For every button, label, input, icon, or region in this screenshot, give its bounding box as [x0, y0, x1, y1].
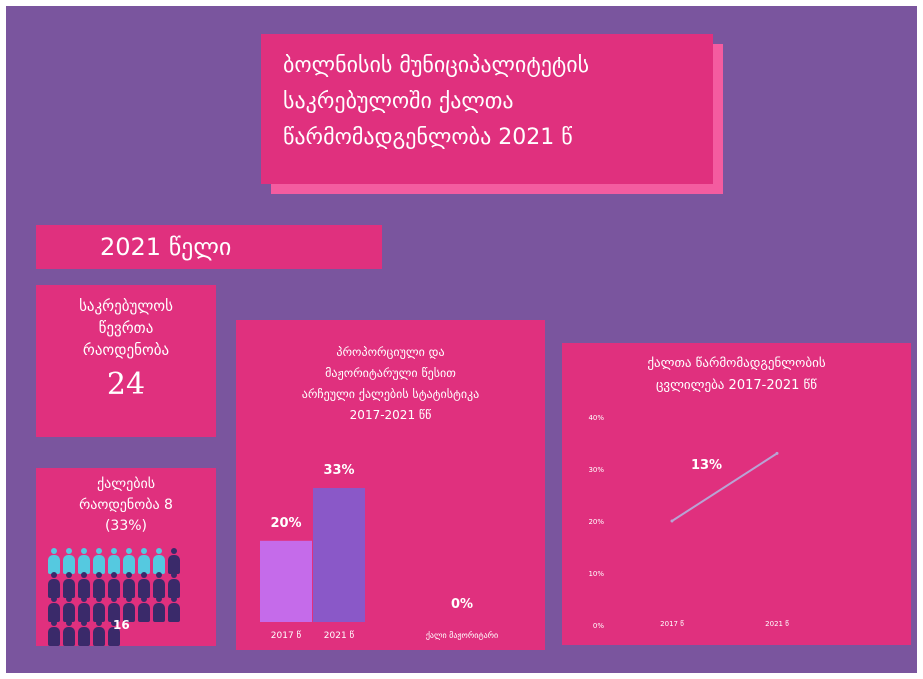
line-chart-panel: ქალთა წარმომადგენლობის ცვლილება 2017-202… — [562, 343, 911, 645]
y-tick-label-0: 0% — [593, 622, 604, 630]
series-line — [671, 452, 778, 522]
y-tick-label-4: 40% — [588, 414, 604, 422]
man-icon — [93, 620, 105, 646]
man-icon — [123, 596, 135, 622]
line-chart-title-line-2: ცვლილება 2017-2021 წწ — [655, 378, 817, 393]
page-title: ბოლნისის მუნიციპალიტეტის საკრებულოში ქალ… — [261, 34, 713, 184]
woman-icon — [123, 548, 135, 574]
bar-chart-title-line-2: მაჟორიტარული წესით — [325, 366, 456, 380]
members-label-line-3: რაოდენობა — [82, 341, 170, 359]
members-count: 24 — [106, 367, 146, 402]
man-icon — [123, 572, 135, 598]
man-icon — [78, 596, 90, 622]
bar-value-label-1: 33% — [323, 463, 354, 478]
man-icon — [168, 548, 180, 574]
man-icon — [48, 620, 60, 646]
man-icon — [78, 620, 90, 646]
line-chart-title: ქალთა წარმომადგენლობის ცვლილება 2017-202… — [562, 353, 911, 397]
man-icon — [153, 596, 165, 622]
y-tick-label-1: 10% — [588, 570, 604, 578]
man-icon — [168, 596, 180, 622]
members-label-line-1: საკრებულოს — [79, 297, 173, 315]
women-label-line-1: ქალების — [96, 476, 156, 492]
men-count: 16 — [113, 618, 130, 632]
x-tick-label-0: 2017 წ — [660, 620, 684, 628]
line-chart-title-line-1: ქალთა წარმომადგენლობის — [647, 356, 826, 371]
bar-value-label-2: 0% — [451, 597, 473, 612]
woman-icon — [93, 548, 105, 574]
woman-icon — [48, 548, 60, 574]
x-tick-label-1: 2021 წ — [765, 620, 789, 628]
bar-0 — [260, 540, 312, 622]
woman-icon — [63, 548, 75, 574]
man-icon — [138, 596, 150, 622]
man-icon — [153, 572, 165, 598]
bar-chart: 20% 2017 წ 33% 2021 წ 0% ქალი მაჟორიტარი — [260, 463, 498, 641]
women-label-line-3: (33%) — [104, 518, 148, 534]
man-icon — [63, 620, 75, 646]
man-icon — [108, 620, 120, 646]
man-icon — [63, 596, 75, 622]
man-icon — [108, 596, 120, 622]
title-card: ბოლნისის მუნიციპალიტეტის საკრებულოში ქალ… — [261, 34, 723, 194]
women-panel: ქალების რაოდენობა 8 (33%) 16 — [36, 468, 216, 646]
bar-chart-panel: პროპორციული და მაჟორიტარული წესით არჩეულ… — [236, 320, 545, 650]
bar-category-label-1: 2021 წ — [324, 630, 355, 641]
woman-icon — [138, 548, 150, 574]
man-icon — [48, 596, 60, 622]
woman-icon — [153, 548, 165, 574]
bar-chart-title-line-1: პროპორციული და — [336, 345, 445, 359]
man-icon — [93, 596, 105, 622]
members-label-line-2: წევრთა — [98, 319, 154, 337]
bar-chart-title-line-3: არჩეული ქალების სტატისტიკა — [301, 387, 480, 401]
bar-chart-title: პროპორციული და მაჟორიტარული წესით არჩეულ… — [236, 342, 545, 426]
man-icon — [63, 572, 75, 598]
title-line-3: წარმომადგენლობა 2021 წ — [283, 125, 573, 150]
woman-icon — [78, 548, 90, 574]
line-chart: 0% 10% 20% 30% 40% 2017 წ 2021 წ 13% — [588, 414, 789, 630]
title-line-2: საკრებულოში ქალთა — [283, 89, 514, 114]
man-icon — [48, 572, 60, 598]
women-label-line-2: რაოდენობა 8 — [79, 497, 173, 513]
y-tick-label-3: 30% — [588, 466, 604, 474]
man-icon — [168, 572, 180, 598]
y-tick-label-2: 20% — [588, 518, 604, 526]
bar-1 — [313, 488, 365, 622]
bar-value-label-0: 20% — [270, 516, 301, 531]
title-line-1: ბოლნისის მუნიციპალიტეტის — [283, 53, 590, 78]
bar-category-label-0: 2017 წ — [271, 630, 302, 641]
bar-category-label-2: ქალი მაჟორიტარი — [426, 630, 498, 640]
bar-chart-title-line-4: 2017-2021 წწ — [349, 408, 432, 422]
man-icon — [78, 572, 90, 598]
man-icon — [138, 572, 150, 598]
line-point-1 — [775, 451, 779, 455]
year-label: 2021 წელი — [36, 225, 382, 269]
members-panel: საკრებულოს წევრთა რაოდენობა 24 — [36, 285, 216, 437]
woman-icon — [108, 548, 120, 574]
man-icon — [108, 572, 120, 598]
man-icon — [93, 572, 105, 598]
infographic-page: ბოლნისის მუნიციპალიტეტის საკრებულოში ქალ… — [6, 6, 917, 673]
line-point-0 — [670, 519, 674, 523]
change-annotation: 13% — [691, 458, 722, 473]
